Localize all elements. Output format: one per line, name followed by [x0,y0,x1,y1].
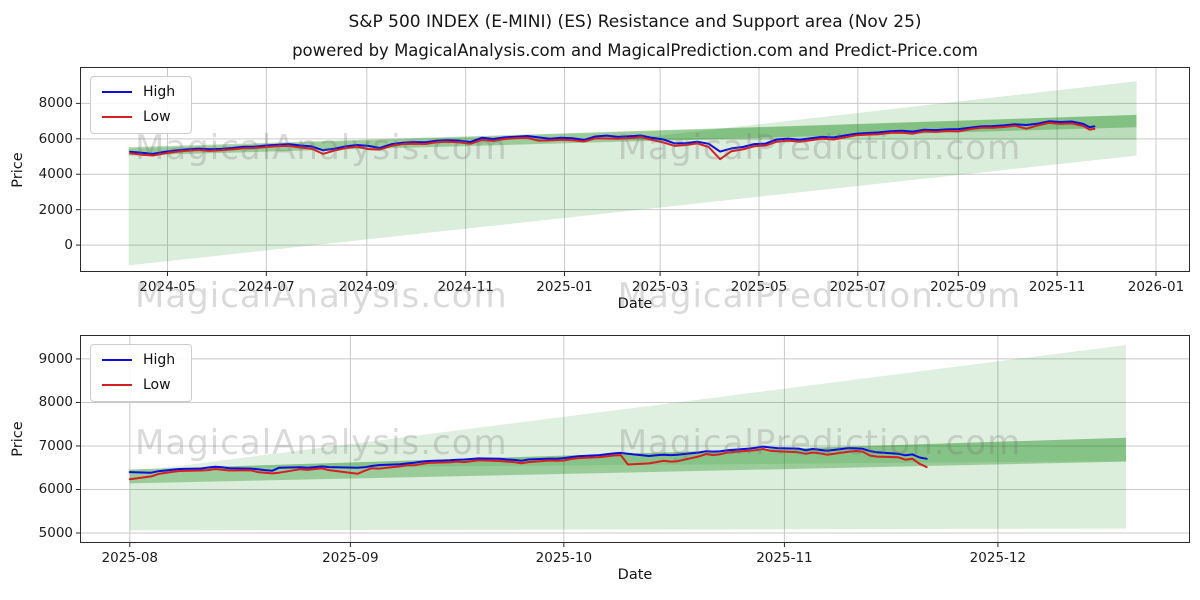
top-chart-canvas [76,67,1190,276]
y-tick-label: 4000 [38,166,73,183]
legend-label-high: High [143,352,176,368]
x-tick-label: 2024-09 [338,279,396,295]
x-tick-label: 2025-12 [969,550,1027,566]
legend-entry-low: Low [102,377,175,393]
y-tick-label: 5000 [38,524,73,541]
support-area-wide-area [129,437,1127,531]
low-line [129,121,1096,161]
legend-entry-high: High [102,352,175,368]
y-tick-label: 2000 [38,201,73,218]
low-line-swatch [102,116,132,118]
legend-entry-low: Low [102,109,175,125]
legend-label-high: High [143,84,176,100]
legend-label-low: Low [143,109,171,125]
figure-subtitle: powered by MagicalAnalysis.com and Magic… [292,41,978,60]
x-tick-label: 2025-11 [756,550,813,566]
bottom-chart: High Low Date Price 2025-08 2025-09 2025-1… [10,335,1190,583]
x-tick-label: 2025-05 [730,279,788,295]
bottom-chart-canvas [76,335,1190,547]
support-band-area [129,437,1127,484]
top-chart: High Low Date Price 2024-05 2024-07 2024-0… [10,67,1190,312]
x-tick-label: 2024-05 [139,279,196,295]
high-line [128,445,928,474]
x-tick-label: 2025-10 [535,550,593,566]
high-line-swatch [102,359,132,361]
y-tick-label: 0 [64,237,73,254]
top-x-axis-label: Date [617,296,653,312]
low-line [128,448,928,481]
y-tick-label: 6000 [38,130,73,147]
high-line-swatch [102,91,132,93]
x-tick-label: 2024-11 [437,279,494,295]
high-line [129,120,1096,155]
x-tick-label: 2025-07 [829,279,886,295]
x-tick-label: 2025-01 [536,279,593,295]
top-y-axis-label: Price [10,151,26,188]
bottom-x-axis-label: Date [617,567,653,583]
bottom-y-axis-label: Price [10,421,26,457]
x-tick-label: 2026-01 [1127,279,1185,295]
y-tick-label: 7000 [38,437,73,454]
bottom-chart-legend: High Low [90,344,193,402]
low-line-swatch [102,384,132,386]
x-tick-label: 2025-09 [930,279,987,295]
top-chart-legend: High Low [90,76,193,134]
x-tick-label: 2025-09 [322,550,379,566]
legend-label-low: Low [143,377,171,393]
x-tick-label: 2025-11 [1028,279,1086,295]
x-tick-label: 2025-08 [101,550,158,566]
figure-title: S&P 500 INDEX (E-MINI) (ES) Resistance a… [348,12,922,32]
legend-entry-high: High [102,84,175,100]
support-area-wide-area [128,114,1137,266]
x-tick-label: 2025-03 [631,279,689,295]
y-tick-label: 8000 [38,394,73,411]
y-tick-label: 8000 [38,95,73,112]
x-tick-label: 2024-07 [238,279,295,295]
y-tick-label: 6000 [38,481,73,498]
y-tick-label: 9000 [38,350,73,367]
